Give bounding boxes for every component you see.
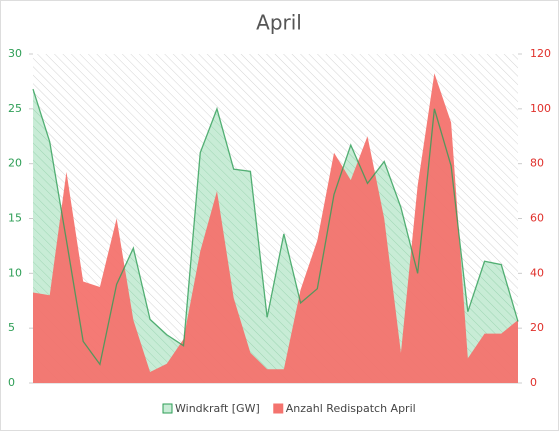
y2-tick-label: 120: [530, 47, 551, 60]
y-tick-label: 20: [8, 157, 22, 170]
y-tick-label: 0: [8, 376, 15, 389]
y2-tick-label: 20: [530, 321, 544, 334]
area: [33, 73, 518, 384]
y2-tick-label: 40: [530, 266, 544, 279]
y-tick-label: 15: [8, 212, 22, 225]
legend-swatch: [273, 403, 284, 414]
y2-tick-label: 0: [530, 376, 537, 389]
y2-tick-label: 100: [530, 102, 551, 115]
legend-label: Anzahl Redispatch April: [286, 402, 416, 415]
y-tick-label: 10: [8, 266, 22, 279]
legend-swatch: [162, 403, 173, 414]
y-tick-label: 30: [8, 47, 22, 60]
legend-label: Windkraft [GW]: [175, 402, 260, 415]
line: [32, 88, 519, 366]
y-tick-label: 5: [8, 321, 15, 334]
area: [33, 89, 518, 384]
y2-tick-label: 60: [530, 212, 544, 225]
chart-title: April: [256, 11, 302, 35]
y2-tick-label: 80: [530, 157, 544, 170]
y-tick-label: 25: [8, 102, 22, 115]
